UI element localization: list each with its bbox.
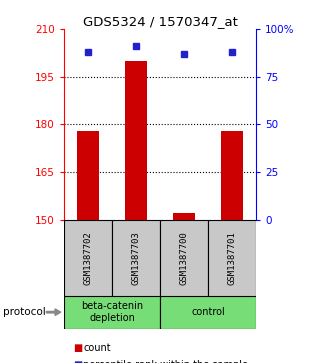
Text: control: control	[191, 307, 225, 317]
Bar	[125, 61, 147, 220]
Bar	[112, 220, 160, 296]
Text: GSM1387703: GSM1387703	[132, 231, 140, 285]
Bar	[64, 220, 112, 296]
Text: GSM1387701: GSM1387701	[228, 231, 236, 285]
FancyArrow shape	[46, 309, 61, 315]
Bar	[160, 220, 208, 296]
Text: GSM1387702: GSM1387702	[84, 231, 92, 285]
Text: ■: ■	[74, 360, 83, 363]
Bar	[173, 213, 195, 220]
Bar	[221, 131, 243, 220]
Text: ■: ■	[74, 343, 83, 354]
Text: beta-catenin
depletion: beta-catenin depletion	[81, 301, 143, 323]
Title: GDS5324 / 1570347_at: GDS5324 / 1570347_at	[83, 15, 237, 28]
Text: count: count	[83, 343, 111, 354]
Bar	[208, 220, 256, 296]
Text: percentile rank within the sample: percentile rank within the sample	[83, 360, 248, 363]
Text: protocol: protocol	[3, 307, 46, 317]
Bar	[160, 296, 256, 329]
Bar	[77, 131, 99, 220]
Text: GSM1387700: GSM1387700	[180, 231, 188, 285]
Bar	[64, 296, 160, 329]
